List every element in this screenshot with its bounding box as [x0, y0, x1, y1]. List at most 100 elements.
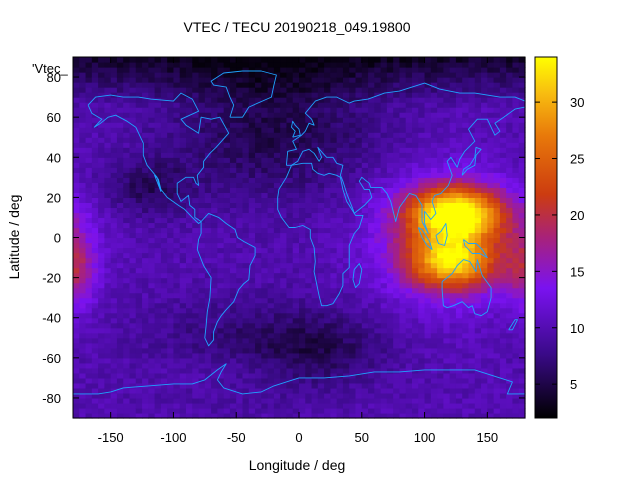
heat-cell	[273, 237, 281, 244]
heat-cell	[242, 62, 250, 68]
heat-cell	[462, 267, 470, 274]
heat-cell	[255, 397, 262, 404]
heat-cell	[399, 207, 407, 214]
heat-cell	[204, 92, 212, 98]
heat-cell	[336, 112, 344, 118]
heat-cell	[85, 152, 93, 158]
heat-cell	[355, 317, 363, 324]
heat-cell	[154, 277, 162, 284]
heat-cell	[186, 367, 193, 374]
heat-cell	[79, 367, 87, 374]
heat-cell	[85, 202, 93, 209]
heat-cell	[455, 62, 463, 68]
heat-cell	[336, 347, 344, 354]
heat-cell	[167, 162, 175, 168]
heat-cell	[179, 287, 187, 294]
heat-cell	[292, 312, 300, 319]
heat-cell	[493, 372, 501, 379]
heat-cell	[330, 192, 338, 198]
heat-cell	[374, 272, 382, 279]
heat-cell	[418, 372, 426, 379]
heat-cell	[73, 132, 80, 138]
heat-cell	[424, 327, 432, 334]
heat-cell	[355, 342, 363, 349]
heat-cell	[493, 87, 501, 93]
heat-cell	[468, 367, 476, 374]
heat-cell	[242, 327, 250, 334]
heat-cell	[317, 392, 325, 399]
heat-cell	[229, 87, 237, 93]
heat-cell	[380, 87, 388, 93]
heat-cell	[374, 402, 382, 409]
heat-cell	[267, 267, 275, 274]
heat-cell	[468, 242, 476, 249]
heat-cell	[242, 227, 250, 234]
heat-cell	[261, 227, 269, 234]
heat-cell	[167, 232, 175, 239]
heat-cell	[104, 177, 112, 183]
heat-cell	[255, 257, 262, 264]
heat-cell	[173, 192, 181, 198]
heat-cell	[236, 277, 244, 284]
heat-cell	[123, 157, 131, 163]
heat-cell	[493, 202, 501, 209]
heat-cell	[380, 317, 388, 324]
heat-cell	[324, 82, 331, 88]
heat-cell	[236, 352, 244, 359]
heat-cell	[342, 387, 350, 394]
heat-cell	[267, 67, 275, 73]
heat-cell	[330, 292, 338, 299]
heat-cell	[481, 382, 488, 389]
heat-cell	[437, 227, 444, 234]
heat-cell	[255, 392, 262, 399]
heat-cell	[393, 162, 401, 168]
heat-cell	[167, 247, 175, 254]
heat-cell	[368, 57, 375, 63]
heat-cell	[305, 87, 313, 93]
heat-cell	[462, 322, 470, 329]
heat-cell	[474, 272, 482, 279]
heat-cell	[330, 112, 338, 118]
heat-cell	[361, 322, 369, 329]
heat-cell	[154, 87, 162, 93]
heat-cell	[399, 122, 407, 128]
heat-cell	[116, 97, 124, 103]
heat-cell	[481, 252, 488, 259]
heat-cell	[380, 377, 388, 384]
heat-cell	[123, 397, 131, 404]
heat-cell	[481, 412, 488, 419]
heat-cell	[386, 232, 394, 239]
heat-cell	[229, 347, 237, 354]
heat-cell	[499, 202, 507, 209]
heat-cell	[242, 272, 250, 279]
heat-cell	[135, 247, 143, 254]
heat-cell	[418, 342, 426, 349]
heat-cell	[499, 162, 507, 168]
heat-cell	[280, 167, 288, 173]
heat-cell	[374, 57, 382, 63]
heat-cell	[468, 247, 476, 254]
heat-cell	[380, 267, 388, 274]
heat-cell	[437, 172, 444, 178]
heat-cell	[455, 192, 463, 198]
heat-cell	[98, 187, 105, 193]
heat-cell	[374, 67, 382, 73]
heat-cell	[116, 122, 124, 128]
heat-cell	[135, 297, 143, 304]
heat-cell	[324, 242, 331, 249]
heat-cell	[355, 112, 363, 118]
heat-cell	[142, 307, 149, 314]
heat-cell	[129, 162, 137, 168]
heat-cell	[292, 142, 300, 148]
heat-cell	[179, 62, 187, 68]
heat-cell	[217, 297, 225, 304]
heat-cell	[116, 142, 124, 148]
heat-cell	[424, 262, 432, 269]
heat-cell	[324, 312, 331, 319]
heat-cell	[317, 217, 325, 224]
heat-cell	[474, 82, 482, 88]
heat-cell	[186, 357, 193, 364]
heat-cell	[198, 352, 206, 359]
heat-cell	[192, 97, 200, 103]
heat-cell	[179, 262, 187, 269]
